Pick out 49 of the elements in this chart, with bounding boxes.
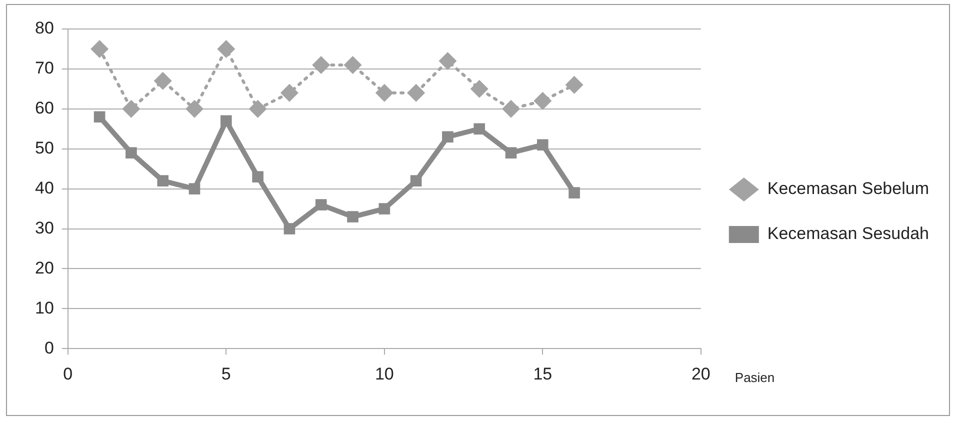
x-tick-label: 5 [221, 364, 231, 384]
y-tick-label: 30 [34, 218, 54, 238]
point [344, 56, 362, 74]
point [347, 211, 358, 222]
y-tick-label: 40 [34, 178, 54, 198]
point [280, 84, 298, 102]
x-tick-label: 20 [691, 364, 710, 384]
point [284, 223, 296, 234]
point [474, 123, 486, 135]
point [126, 147, 137, 158]
point [188, 183, 200, 194]
point [502, 100, 520, 118]
legend-label: Kecemasan Sesudah [767, 224, 929, 244]
point [94, 111, 106, 123]
y-tick-label: 50 [34, 138, 54, 158]
point [312, 56, 330, 74]
point [186, 100, 204, 118]
point [122, 100, 140, 118]
y-tick-label: 70 [34, 58, 54, 78]
point [568, 187, 580, 198]
point [410, 175, 422, 186]
x-tick-label: 0 [63, 364, 73, 384]
point [90, 40, 109, 58]
legend-label: Kecemasan Sebelum [767, 179, 929, 198]
point [442, 131, 454, 143]
x-axis-title: Pasien [734, 370, 775, 386]
y-tick-label: 0 [44, 338, 54, 358]
point [378, 203, 390, 214]
y-tick-label: 60 [34, 98, 54, 118]
point [407, 84, 426, 102]
point [536, 139, 548, 151]
point [315, 199, 327, 210]
point [252, 171, 264, 182]
y-tick-label: 10 [34, 298, 54, 318]
point [375, 84, 394, 102]
point [534, 92, 552, 110]
point [154, 72, 172, 90]
point [565, 76, 584, 94]
point [470, 80, 488, 98]
point [217, 40, 236, 58]
y-tick-label: 20 [34, 258, 54, 278]
point [220, 115, 232, 127]
point [248, 100, 267, 118]
x-tick-label: 10 [374, 364, 394, 384]
y-tick-label: 80 [34, 18, 54, 38]
x-tick-label: 15 [533, 364, 552, 384]
point [505, 147, 517, 158]
point [157, 175, 169, 186]
point [438, 52, 457, 70]
